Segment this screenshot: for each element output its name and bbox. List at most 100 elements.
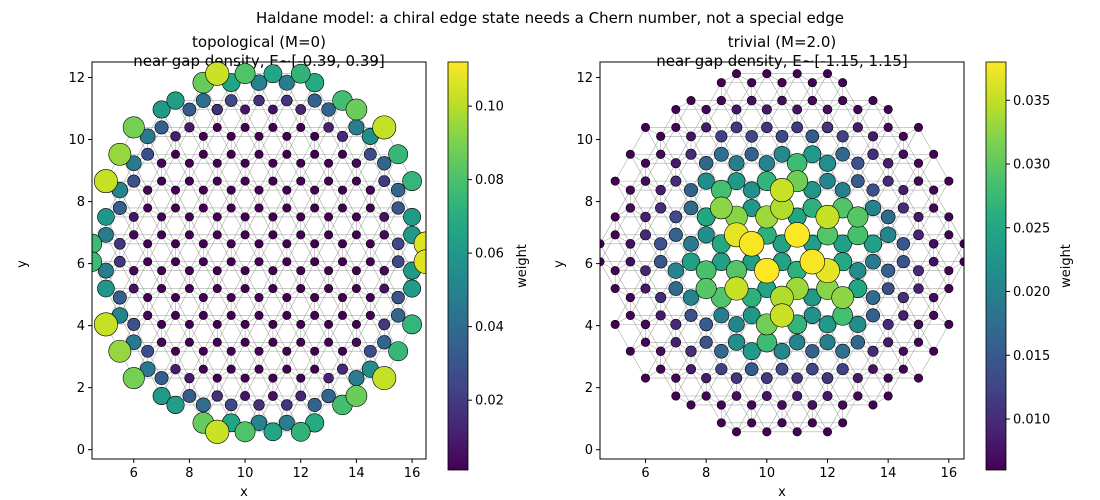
- site-marker: [791, 372, 803, 384]
- site-marker: [699, 335, 713, 349]
- lattice-bond: [630, 261, 646, 289]
- site-marker: [345, 385, 368, 407]
- site-marker: [792, 390, 803, 402]
- site-marker: [671, 373, 681, 383]
- lattice-bond: [133, 243, 148, 271]
- site-marker: [727, 172, 746, 190]
- lattice-bond: [175, 154, 190, 182]
- site-marker: [739, 231, 765, 257]
- lattice-bond: [272, 297, 288, 325]
- lattice-bond: [356, 297, 371, 325]
- lattice-bond: [370, 270, 385, 298]
- lattice-bond: [342, 297, 357, 325]
- site-marker: [282, 203, 292, 213]
- site-marker: [114, 255, 126, 268]
- site-marker: [850, 335, 866, 350]
- site-marker: [669, 210, 683, 224]
- site-marker: [653, 254, 668, 269]
- lattice-bond: [356, 234, 371, 262]
- lattice-bond: [258, 369, 274, 397]
- site-marker: [295, 390, 307, 402]
- site-marker: [157, 176, 167, 186]
- y-tick-label: 0: [585, 443, 593, 458]
- site-marker: [777, 95, 787, 106]
- lattice-bond: [161, 288, 176, 316]
- site-marker: [205, 62, 230, 86]
- site-marker: [731, 104, 742, 115]
- site-marker: [379, 230, 389, 240]
- lattice-bond: [766, 82, 783, 110]
- site-marker: [610, 212, 620, 222]
- lattice-bond: [147, 163, 162, 191]
- site-marker: [654, 237, 668, 251]
- site-marker: [143, 257, 153, 267]
- plot-area: [92, 62, 426, 444]
- lattice-bond: [342, 315, 357, 343]
- lattice-bond: [645, 342, 661, 370]
- x-tick-label: 8: [702, 466, 710, 481]
- site-marker: [714, 343, 729, 359]
- site-marker: [625, 310, 635, 320]
- site-marker: [928, 239, 939, 249]
- site-marker: [226, 185, 236, 195]
- site-marker: [640, 229, 651, 241]
- lattice-bond: [175, 315, 190, 343]
- site-marker: [683, 200, 699, 216]
- site-marker: [913, 229, 924, 241]
- lattice-bond: [933, 207, 950, 235]
- site-marker: [600, 257, 605, 267]
- site-marker: [880, 209, 896, 225]
- lattice-bond: [328, 315, 343, 343]
- site-marker: [744, 147, 759, 162]
- site-marker: [171, 346, 181, 356]
- site-marker: [240, 373, 250, 383]
- lattice-bond: [630, 315, 646, 343]
- lattice-bond: [175, 216, 190, 244]
- lattice-bond: [796, 404, 813, 432]
- site-marker: [212, 337, 222, 347]
- lattice-bond: [286, 127, 302, 155]
- site-marker: [226, 239, 236, 249]
- lattice-bond: [244, 324, 260, 352]
- lattice-bond: [827, 73, 843, 101]
- colorbar-tick-label: 0.020: [1013, 285, 1050, 300]
- lattice-bond: [147, 315, 162, 343]
- site-marker: [758, 155, 775, 172]
- site-marker: [656, 364, 666, 374]
- lattice-bond: [272, 207, 288, 235]
- site-marker: [282, 257, 292, 267]
- site-marker: [296, 337, 306, 347]
- site-marker: [913, 337, 924, 347]
- y-tick-label: 6: [585, 257, 593, 272]
- lattice-bond: [887, 109, 904, 137]
- lattice-bond: [933, 234, 950, 262]
- lattice-bond: [147, 261, 162, 289]
- site-marker: [171, 310, 181, 320]
- lattice-bond: [161, 243, 176, 271]
- site-marker: [171, 239, 181, 249]
- site-marker: [198, 239, 208, 249]
- lattice-bond: [314, 136, 329, 164]
- lattice-bond: [328, 270, 343, 298]
- lattice-bond: [286, 297, 302, 325]
- lattice-bond: [161, 315, 176, 343]
- axes-frame: [91, 61, 427, 460]
- site-marker: [716, 418, 726, 428]
- site-marker: [157, 319, 167, 329]
- lattice-bond: [370, 261, 385, 289]
- lattice-bond: [216, 342, 232, 370]
- lattice-bond: [705, 82, 722, 110]
- lattice-bond: [736, 395, 752, 424]
- site-marker: [640, 319, 651, 330]
- site-marker: [883, 391, 893, 401]
- lattice-bond: [645, 315, 661, 343]
- lattice-bond: [645, 136, 661, 164]
- figure-suptitle: Haldane model: a chiral edge state needs…: [256, 9, 844, 27]
- lattice-bond: [887, 127, 904, 155]
- site-marker: [777, 418, 787, 428]
- lattice-bond: [328, 288, 343, 316]
- site-marker: [205, 419, 230, 444]
- site-marker: [296, 266, 306, 276]
- lattice-bond: [300, 288, 315, 316]
- lattice-bond: [230, 261, 246, 289]
